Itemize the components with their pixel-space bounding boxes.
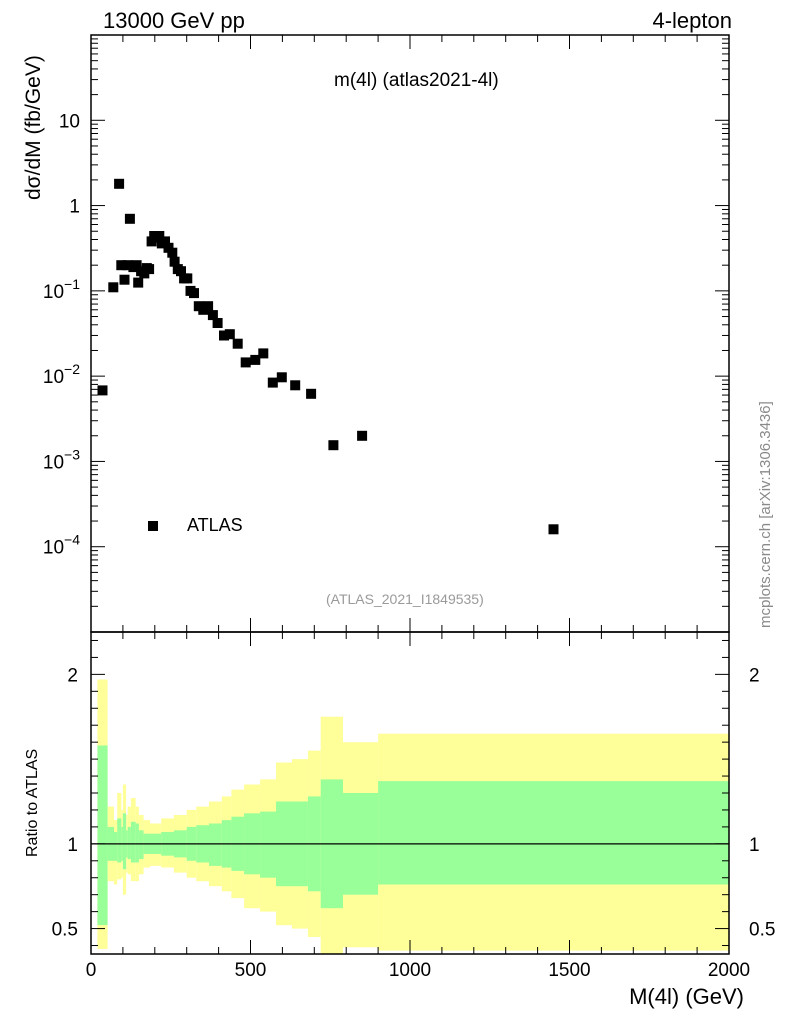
bottom-axis-ticks — [90, 632, 730, 954]
data-point — [357, 430, 368, 441]
header-channel-label: 4-lepton — [652, 8, 732, 33]
top-axis-ticks — [90, 34, 730, 633]
x-tick-label: 1000 — [389, 960, 431, 981]
ratio-tick-label-left: 1 — [67, 835, 78, 856]
data-point — [169, 256, 180, 267]
inner-band-segment — [378, 781, 729, 885]
ratio-tick-label-left: 2 — [67, 665, 78, 686]
y-tick-base: 10 — [43, 367, 64, 388]
data-point — [167, 247, 178, 258]
bottom-tick-labels: 0.5 0.5 1 1 2 2 0 500 1000 1500 2000 — [52, 665, 776, 981]
data-point — [203, 301, 214, 312]
data-point — [124, 213, 135, 224]
analysis-id: (ATLAS_2021_I1849535) — [326, 591, 484, 607]
ratio-tick-label-right: 0.5 — [749, 920, 775, 941]
y-tick-base: 10 — [43, 538, 64, 559]
legend-label: ATLAS — [187, 515, 243, 535]
data-point — [232, 338, 243, 349]
x-axis-label: M(4l) (GeV) — [629, 984, 744, 1009]
data-point — [290, 380, 301, 391]
y-tick-exponent: −2 — [64, 361, 80, 377]
y-tick-exponent: −1 — [64, 276, 80, 292]
bottom-frame — [90, 631, 730, 955]
data-point — [189, 288, 199, 299]
y-tick-exponent: −4 — [64, 532, 80, 548]
y-tick-base: 10 — [43, 282, 64, 303]
inner-band-segment — [260, 811, 276, 878]
inner-band-segment — [122, 813, 127, 870]
data-point — [154, 231, 165, 241]
inner-band-segment — [127, 826, 131, 860]
data-point — [267, 377, 278, 388]
inner-band-segment — [130, 821, 136, 863]
x-tick-label: 500 — [235, 960, 267, 981]
y-tick-label: 1 — [69, 197, 80, 218]
data-point — [108, 282, 119, 293]
uncertainty-bands — [97, 679, 729, 954]
data-point — [131, 260, 142, 271]
inner-band-segment — [135, 823, 139, 863]
data-point — [97, 385, 108, 396]
inner-band-segment — [117, 818, 122, 863]
data-point — [119, 274, 130, 285]
data-point — [306, 388, 317, 399]
y-tick-label: 10−4 — [43, 532, 80, 559]
data-point — [276, 372, 287, 383]
data-point — [176, 266, 186, 277]
ratio-tick-label-right: 2 — [749, 665, 760, 686]
x-tick-label: 1500 — [548, 960, 590, 981]
inner-band-segment — [138, 830, 144, 860]
data-point — [224, 329, 235, 340]
ratio-tick-label-right: 1 — [749, 835, 760, 856]
bottom-y-axis-label: Ratio to ATLAS — [24, 748, 41, 857]
y-tick-label: 10−1 — [43, 276, 80, 303]
x-tick-label: 2000 — [708, 960, 750, 981]
data-point — [146, 236, 157, 247]
y-tick-label: 10−3 — [43, 446, 80, 473]
data-point — [250, 354, 261, 365]
data-point — [548, 524, 559, 535]
inner-band-segment — [114, 832, 118, 861]
data-point — [240, 357, 251, 368]
observable-subtitle: m(4l) (atlas2021-4l) — [334, 70, 499, 91]
inner-band-segment — [97, 745, 108, 926]
top-y-axis-label: dσ/dM (fb/GeV) — [22, 55, 45, 200]
data-point — [144, 264, 155, 275]
y-tick-label: 10−2 — [43, 361, 80, 388]
bottom-panel: 0.5 0.5 1 1 2 2 0 500 1000 1500 2000 — [52, 631, 776, 981]
top-frame — [90, 34, 730, 633]
y-tick-label: 10 — [59, 111, 80, 132]
data-point — [116, 260, 127, 271]
data-points — [97, 178, 559, 535]
data-point — [133, 277, 144, 288]
data-point — [160, 236, 170, 247]
data-point — [207, 310, 218, 321]
ratio-tick-label-left: 0.5 — [52, 920, 78, 941]
data-point — [182, 273, 193, 284]
data-point — [258, 348, 269, 359]
side-credit: mcplots.cern.ch [arXiv:1306.3436] — [757, 401, 774, 628]
legend-marker — [148, 521, 158, 531]
data-point — [328, 440, 339, 451]
y-tick-base: 10 — [43, 452, 64, 473]
inner-band-segment — [209, 823, 222, 866]
data-point — [219, 330, 229, 341]
header-process-label: 13000 GeV pp — [103, 8, 245, 33]
data-point — [114, 178, 125, 189]
x-tick-label: 0 — [86, 960, 97, 981]
data-point — [122, 260, 133, 271]
data-point — [212, 318, 223, 328]
y-tick-exponent: −3 — [64, 446, 80, 462]
